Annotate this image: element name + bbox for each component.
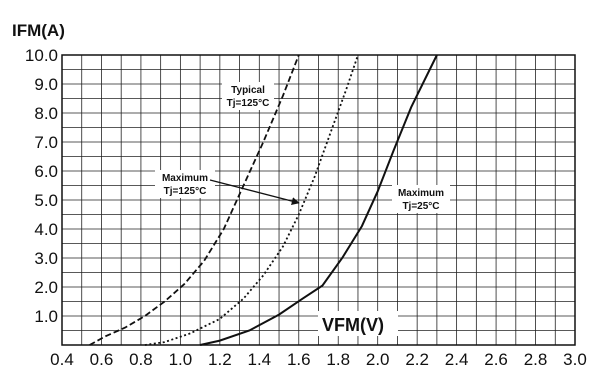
x-axis-title-background — [318, 311, 398, 336]
annotation-text: Maximum — [162, 173, 208, 184]
annotation-text: Maximum — [398, 188, 444, 199]
plot-border — [61, 54, 576, 346]
x-tick-label: 2.2 — [405, 350, 429, 369]
y-tick-label: 5.0 — [34, 191, 58, 210]
x-tick-label: 2.0 — [366, 350, 390, 369]
annotations: Typical Tj=125°C Maximum Tj=125°C Maximum Tj=… — [155, 82, 450, 213]
series-maximum-tj25 — [199, 54, 438, 346]
y-tick-label: 6.0 — [34, 162, 58, 181]
x-tick-label: 2.8 — [524, 350, 548, 369]
annotation-text: Tj=125°C — [164, 186, 207, 197]
annotation-text: Tj=25°C — [402, 201, 439, 212]
grid — [61, 54, 576, 346]
y-tick-label: 2.0 — [34, 278, 58, 297]
series-typical-tj125 — [89, 54, 300, 346]
plot-frame — [61, 54, 576, 346]
annotation-text: Typical — [231, 85, 265, 96]
y-tick-label: 10.0 — [25, 46, 58, 65]
x-tick-label: 1.0 — [169, 350, 193, 369]
x-tick-label: 1.8 — [326, 350, 350, 369]
y-tick-label: 7.0 — [34, 133, 58, 152]
x-tick-labels: 0.4 0.6 0.8 1.0 1.2 1.4 1.6 1.8 2.0 2.2 2.4 2.6 2.8 3… — [50, 350, 587, 369]
annotation-maximum-tj125: Maximum Tj=125°C — [155, 170, 215, 198]
annotation-typical-tj125: Typical Tj=125°C — [222, 82, 274, 110]
x-axis-title: VFM(V) — [322, 315, 384, 335]
annotation-text: Tj=125°C — [227, 98, 270, 109]
y-tick-label: 3.0 — [34, 249, 58, 268]
y-tick-label: 1.0 — [34, 307, 58, 326]
annotation-maximum-tj25: Maximum Tj=25°C — [392, 185, 450, 213]
series-lines — [89, 54, 438, 346]
y-tick-label: 8.0 — [34, 104, 58, 123]
series-maximum-tj125 — [144, 54, 359, 346]
x-tick-label: 1.4 — [247, 350, 271, 369]
x-tick-label: 1.2 — [208, 350, 232, 369]
annotation-background — [392, 185, 450, 213]
y-tick-label: 4.0 — [34, 220, 58, 239]
annotation-background — [222, 82, 274, 110]
x-tick-label: 0.4 — [50, 350, 74, 369]
x-tick-label: 2.6 — [484, 350, 508, 369]
x-tick-label: 1.6 — [287, 350, 311, 369]
annotation-background — [155, 170, 215, 198]
y-axis-title: IFM(A) — [12, 21, 65, 40]
y-tick-label: 9.0 — [34, 75, 58, 94]
x-tick-label: 0.8 — [129, 350, 153, 369]
x-tick-label: 0.6 — [90, 350, 114, 369]
x-tick-label: 2.4 — [445, 350, 469, 369]
annotation-arrow — [209, 179, 300, 206]
x-tick-label: 3.0 — [563, 350, 587, 369]
y-tick-labels: 1.0 2.0 3.0 4.0 5.0 6.0 7.0 8.0 9.0 10.0 — [25, 46, 58, 326]
